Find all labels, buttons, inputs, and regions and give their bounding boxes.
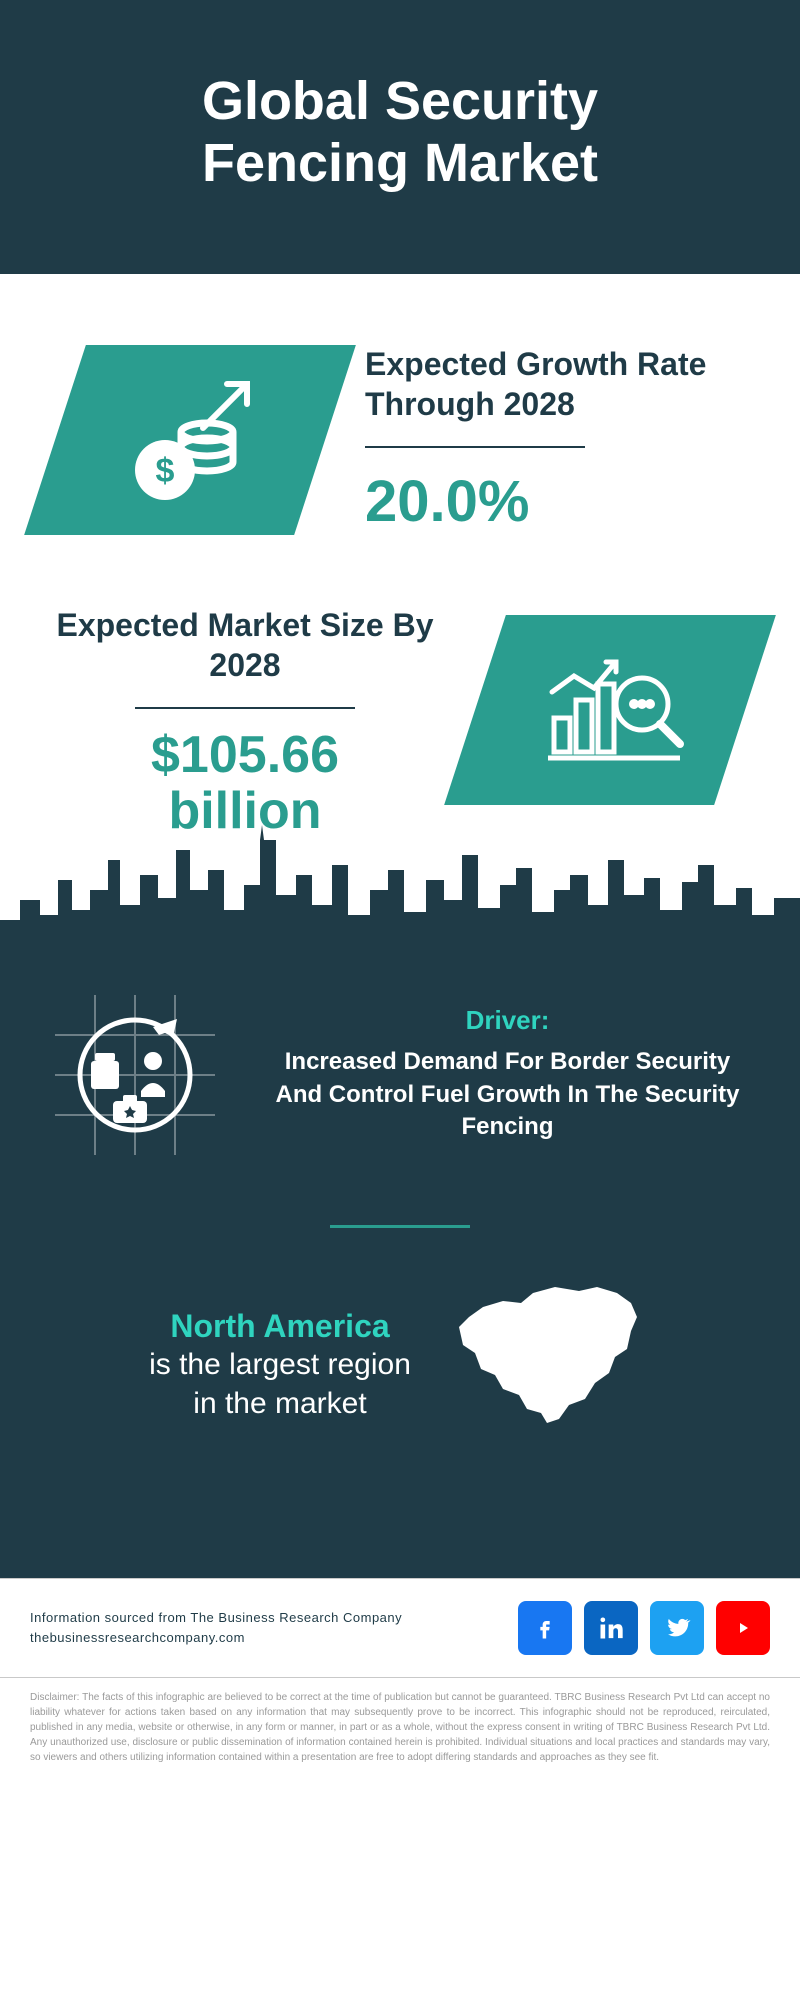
region-highlight: North America	[149, 1308, 411, 1345]
linkedin-icon[interactable]	[584, 1601, 638, 1655]
divider-line	[365, 446, 585, 448]
footer-source-line: Information sourced from The Business Re…	[30, 1608, 402, 1628]
title-line2: Fencing Market	[202, 133, 598, 193]
dark-spacer	[0, 1508, 800, 1578]
region-line3: in the market	[149, 1384, 411, 1423]
driver-description: Increased Demand For Border Security And…	[270, 1046, 745, 1143]
region-line2: is the largest region	[149, 1345, 411, 1384]
teal-divider	[330, 1225, 470, 1228]
market-icon-box	[475, 615, 745, 805]
money-growth-icon: $	[55, 345, 325, 535]
footer-url: thebusinessresearchcompany.com	[30, 1628, 402, 1648]
driver-text-block: Driver: Increased Demand For Border Secu…	[270, 1005, 745, 1143]
title-line1: Global Security	[202, 71, 598, 131]
growth-text-block: Expected Growth Rate Through 2028 20.0%	[365, 344, 745, 535]
footer-bar: Information sourced from The Business Re…	[0, 1578, 800, 1678]
market-label: Expected Market Size By 2028	[55, 605, 435, 685]
footer-info: Information sourced from The Business Re…	[30, 1608, 402, 1647]
chart-magnify-icon	[475, 615, 745, 805]
disclaimer-text: Disclaimer: The facts of this infographi…	[0, 1678, 800, 1795]
market-value-line1: $105.66	[151, 726, 339, 784]
growth-section: $ Expected Growth Rate Through 2028 20.0…	[0, 274, 800, 575]
market-section: Expected Market Size By 2028 $105.66 bil…	[0, 575, 800, 839]
market-text-block: Expected Market Size By 2028 $105.66 bil…	[55, 605, 435, 839]
region-row: North America is the largest region in t…	[55, 1283, 745, 1448]
page-title: Global Security Fencing Market	[40, 70, 760, 194]
svg-text:$: $	[156, 452, 175, 490]
driver-heading: Driver:	[270, 1005, 745, 1036]
youtube-icon[interactable]	[716, 1601, 770, 1655]
business-icons-group-icon	[55, 995, 215, 1155]
facebook-icon[interactable]	[518, 1601, 572, 1655]
divider-line	[135, 707, 355, 709]
growth-label: Expected Growth Rate Through 2028	[365, 344, 745, 424]
growth-value: 20.0%	[365, 468, 745, 535]
region-text-block: North America is the largest region in t…	[149, 1308, 411, 1423]
growth-icon-box: $	[55, 345, 325, 535]
skyline-divider	[0, 820, 800, 955]
north-america-map-icon	[451, 1283, 651, 1448]
social-icons-group	[518, 1601, 770, 1655]
header-banner: Global Security Fencing Market	[0, 0, 800, 274]
driver-row: Driver: Increased Demand For Border Secu…	[55, 995, 745, 1155]
dark-section: Driver: Increased Demand For Border Secu…	[0, 955, 800, 1508]
city-skyline-icon	[0, 820, 800, 955]
twitter-icon[interactable]	[650, 1601, 704, 1655]
